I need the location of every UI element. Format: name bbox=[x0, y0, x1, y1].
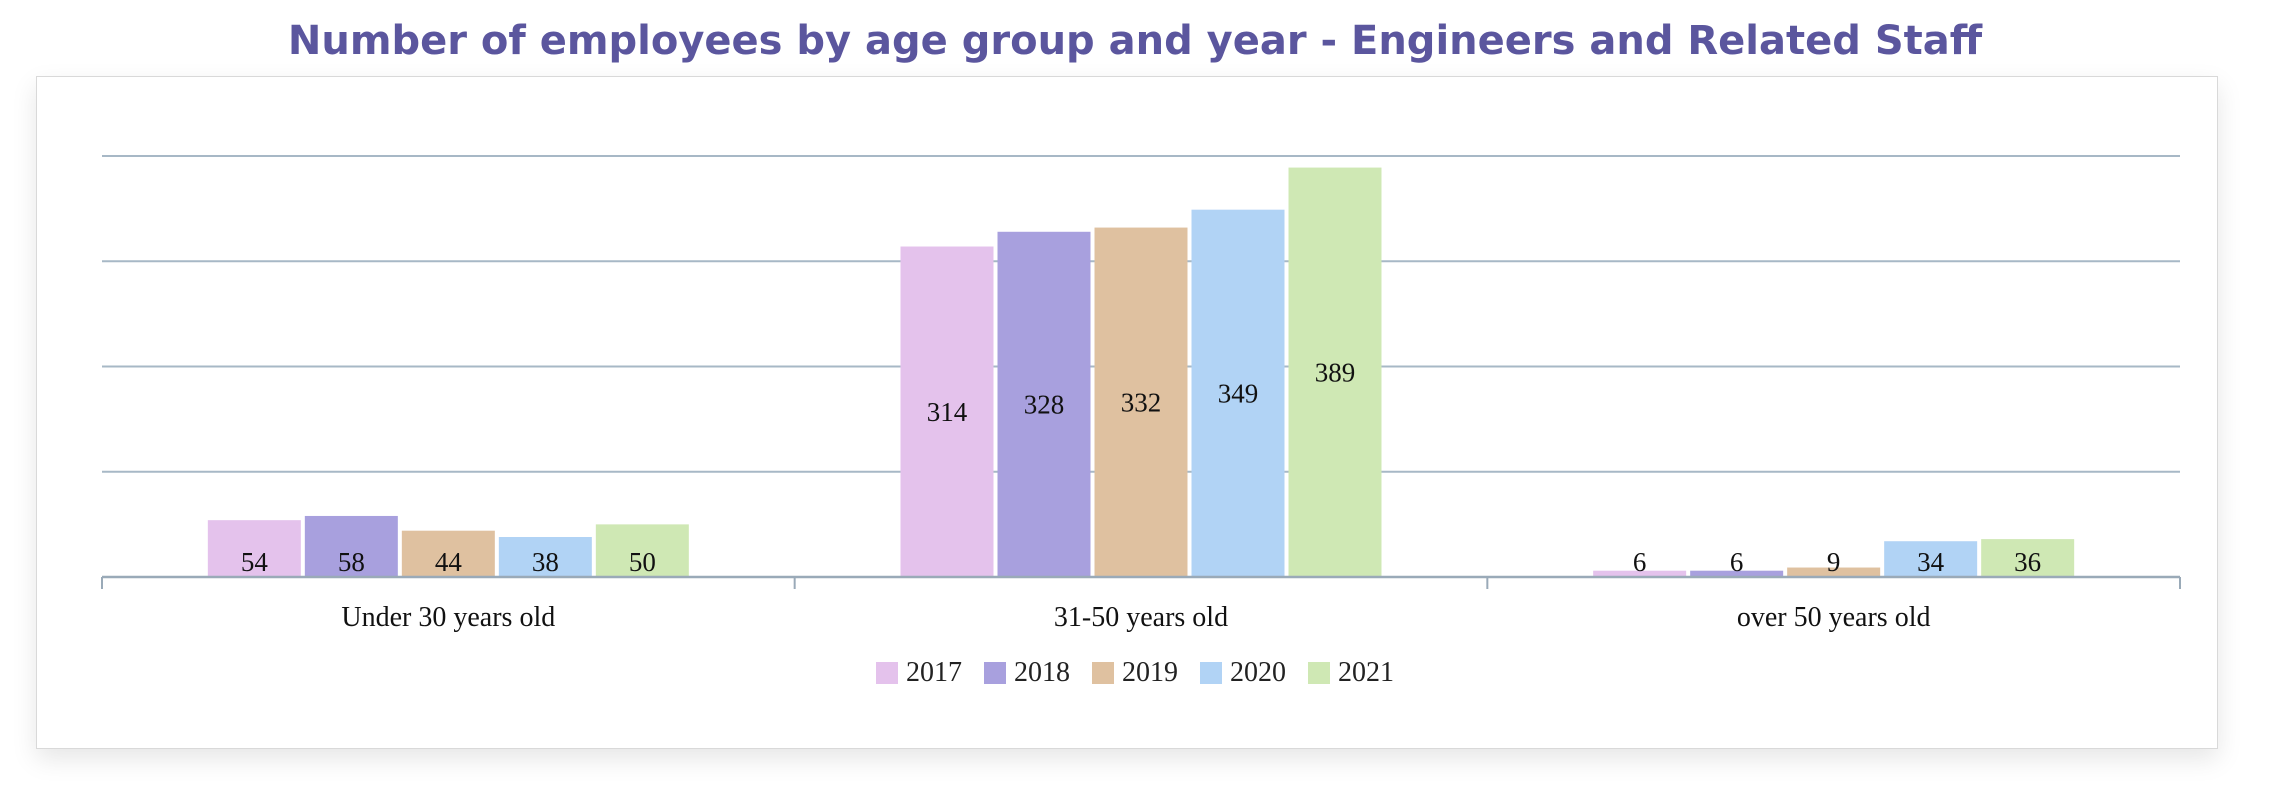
chart-title: Number of employees by age group and yea… bbox=[287, 18, 1983, 64]
x-tick-label: over 50 years old bbox=[1737, 602, 1931, 633]
data-label: 38 bbox=[532, 547, 559, 577]
data-label: 314 bbox=[927, 397, 968, 427]
legend-swatch bbox=[876, 662, 898, 684]
bar-2021-1 bbox=[1288, 167, 1382, 577]
legend-item-2021: 2021 bbox=[1308, 657, 1394, 689]
legend-item-2018: 2018 bbox=[984, 657, 1070, 689]
x-tick-label: Under 30 years old bbox=[341, 602, 555, 633]
bar-2019-2 bbox=[1787, 567, 1881, 577]
bar-2021-0 bbox=[595, 524, 689, 577]
data-label: 389 bbox=[1315, 357, 1356, 387]
legend-label: 2020 bbox=[1230, 657, 1286, 688]
data-label: 6 bbox=[1633, 547, 1647, 577]
bar-2018-1 bbox=[997, 231, 1091, 577]
data-label: 58 bbox=[338, 547, 365, 577]
bar-2020-0 bbox=[498, 537, 592, 577]
data-label: 349 bbox=[1218, 378, 1259, 408]
bar-2020-2 bbox=[1884, 541, 1978, 577]
legend-swatch bbox=[1200, 662, 1222, 684]
data-label: 54 bbox=[241, 547, 269, 577]
legend-label: 2019 bbox=[1122, 657, 1178, 688]
bar-2017-0 bbox=[207, 520, 301, 577]
legend-item-2017: 2017 bbox=[876, 657, 962, 689]
bar-2019-1 bbox=[1094, 227, 1188, 577]
chart-legend: 2017 2018 2019 2020 2021 bbox=[0, 657, 2270, 689]
data-label: 332 bbox=[1121, 387, 1162, 417]
data-label: 44 bbox=[435, 547, 463, 577]
bar-2017-2 bbox=[1593, 570, 1687, 577]
legend-item-2019: 2019 bbox=[1092, 657, 1178, 689]
bar-2019-0 bbox=[401, 530, 495, 577]
data-label: 6 bbox=[1730, 547, 1744, 577]
x-tick-label: 31-50 years old bbox=[1054, 602, 1228, 633]
bar-2018-2 bbox=[1690, 570, 1784, 577]
data-label: 328 bbox=[1024, 389, 1065, 419]
legend-label: 2018 bbox=[1014, 657, 1070, 688]
legend-swatch bbox=[1308, 662, 1330, 684]
legend-item-2020: 2020 bbox=[1200, 657, 1286, 689]
legend-swatch bbox=[1092, 662, 1114, 684]
bar-2020-1 bbox=[1191, 209, 1285, 578]
data-label: 9 bbox=[1827, 547, 1841, 577]
bar-2021-2 bbox=[1981, 539, 2075, 577]
bar-2018-0 bbox=[304, 515, 398, 577]
legend-label: 2017 bbox=[906, 657, 962, 688]
legend-label: 2021 bbox=[1338, 657, 1394, 688]
data-label: 34 bbox=[1917, 547, 1945, 577]
data-label: 36 bbox=[2014, 547, 2041, 577]
legend-swatch bbox=[984, 662, 1006, 684]
bar-2017-1 bbox=[900, 246, 994, 577]
data-label: 50 bbox=[629, 547, 656, 577]
